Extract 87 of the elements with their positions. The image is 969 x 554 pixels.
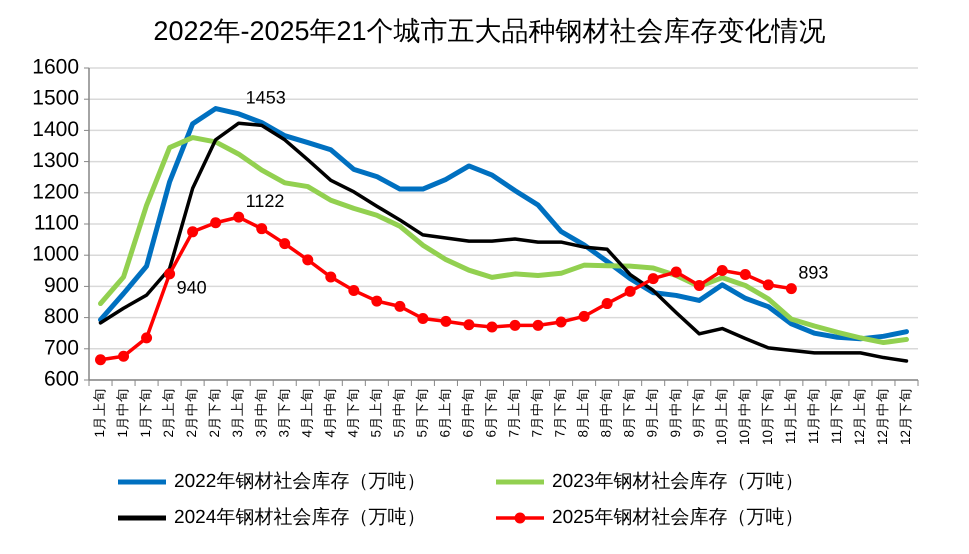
x-tick-label: 11月下旬 <box>828 388 844 444</box>
data-label: 1122 <box>246 190 284 211</box>
point <box>648 273 659 284</box>
y-tick-label: 1000 <box>32 242 79 266</box>
x-tick-label: 4月下旬 <box>345 388 360 438</box>
point <box>670 266 682 278</box>
x-tick-label: 3月中旬 <box>253 388 268 438</box>
point <box>762 279 774 290</box>
x-tick-label: 9月下旬 <box>690 388 706 438</box>
x-tick-label: 1月上旬 <box>92 388 108 438</box>
point <box>510 320 521 331</box>
point <box>325 272 336 283</box>
point <box>118 350 130 362</box>
x-tick-label: 8月下旬 <box>622 388 637 438</box>
point <box>187 226 198 238</box>
x-tick-label: 6月下旬 <box>484 388 499 438</box>
y-tick-label: 700 <box>44 336 79 360</box>
point <box>256 223 268 234</box>
x-tick-label: 12月上旬 <box>852 388 867 446</box>
x-tick-label: 3月上旬 <box>230 388 246 438</box>
x-tick-label: 11月上旬 <box>782 388 798 444</box>
y-tick-label: 1200 <box>32 180 79 204</box>
point <box>740 269 751 280</box>
point <box>302 254 314 266</box>
chart-title: 2022年-2025年21个城市五大品种钢材社会库存变化情况 <box>153 16 826 46</box>
x-tick-label: 10月下旬 <box>760 388 775 446</box>
x-tick-label: 3月下旬 <box>276 388 292 438</box>
point <box>95 354 106 366</box>
data-label: 893 <box>798 262 828 282</box>
point <box>394 300 406 312</box>
legend-label: 2025年钢材社会库存（万吨） <box>552 506 804 528</box>
x-tick-label: 2月中旬 <box>184 388 200 438</box>
point <box>786 283 797 294</box>
point <box>417 313 428 324</box>
point <box>348 284 360 296</box>
x-tick-label: 7月上旬 <box>506 388 522 438</box>
x-tick-label: 5月上旬 <box>368 388 384 438</box>
x-tick-label: 11月中旬 <box>806 388 821 444</box>
x-tick-label: 10月中旬 <box>736 388 752 446</box>
x-tick-label: 7月中旬 <box>530 388 545 438</box>
point <box>233 212 244 223</box>
x-tick-label: 9月中旬 <box>668 388 683 438</box>
x-tick-label: 5月中旬 <box>391 388 406 438</box>
x-tick-label: 5月下旬 <box>414 388 430 438</box>
x-tick-label: 2月上旬 <box>161 388 176 438</box>
x-tick-label: 1月下旬 <box>138 388 154 438</box>
x-tick-label: 8月上旬 <box>576 388 591 438</box>
point <box>602 298 613 310</box>
point <box>279 238 290 250</box>
point <box>164 268 176 280</box>
point <box>624 286 636 297</box>
x-tick-label: 10月上旬 <box>714 388 729 446</box>
point <box>210 217 222 228</box>
y-tick-label: 1500 <box>32 86 79 110</box>
point <box>463 319 474 330</box>
legend-label: 2024年钢材社会库存（万吨） <box>174 506 426 528</box>
y-tick-label: 1600 <box>32 56 79 79</box>
x-tick-label: 6月中旬 <box>460 388 476 438</box>
point <box>694 280 705 291</box>
y-tick-label: 1400 <box>32 118 79 141</box>
point <box>371 296 382 307</box>
point <box>578 310 590 322</box>
x-tick-label: 7月下旬 <box>552 388 568 438</box>
point <box>556 316 567 328</box>
y-tick-label: 1100 <box>34 212 79 235</box>
data-label: 940 <box>176 278 207 298</box>
x-tick-label: 8月中旬 <box>598 388 614 438</box>
point <box>716 264 728 276</box>
point <box>532 320 544 331</box>
point <box>486 321 498 332</box>
x-tick-label: 6月上旬 <box>437 388 452 438</box>
x-tick-label: 4月上旬 <box>299 388 314 438</box>
point <box>440 316 452 327</box>
legend-label: 2023年钢材社会库存（万吨） <box>552 470 804 492</box>
point <box>141 332 152 344</box>
y-tick-label: 600 <box>44 368 79 391</box>
x-tick-label: 2月下旬 <box>207 388 222 438</box>
y-tick-label: 1300 <box>32 149 79 172</box>
x-tick-label: 12月下旬 <box>898 388 914 446</box>
x-tick-label: 4月中旬 <box>322 388 338 438</box>
legend-label: 2022年钢材社会库存（万吨） <box>174 470 426 492</box>
x-tick-label: 9月上旬 <box>644 388 660 438</box>
y-tick-label: 800 <box>44 305 79 328</box>
data-label: 1453 <box>246 88 286 108</box>
y-tick-label: 900 <box>44 274 79 297</box>
x-tick-label: 1月中旬 <box>115 388 130 438</box>
x-tick-label: 12月中旬 <box>875 388 890 446</box>
